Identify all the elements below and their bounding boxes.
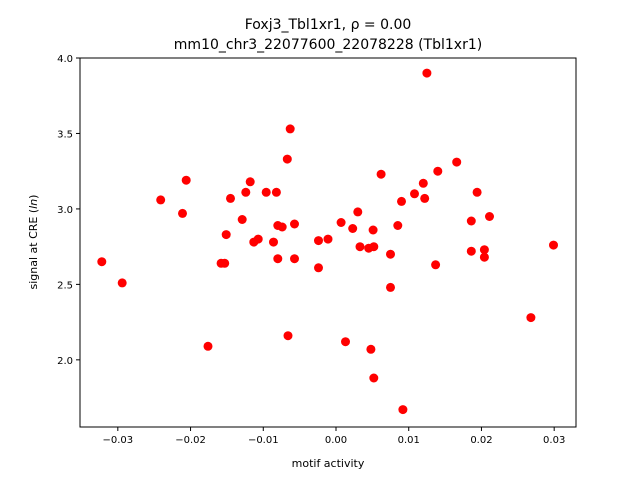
data-point-58 xyxy=(485,212,494,221)
data-point-31 xyxy=(341,337,350,347)
y-axis-ticks: 2.0 2.5 3.0 3.5 4.0 xyxy=(57,54,80,367)
data-point-59 xyxy=(526,313,536,323)
data-point-37 xyxy=(368,225,378,235)
data-point-3 xyxy=(156,195,166,205)
data-point-47 xyxy=(418,178,428,188)
data-point-9 xyxy=(221,230,231,240)
data-point-50 xyxy=(431,260,441,270)
x-tick-label: 0.00 xyxy=(325,435,347,446)
data-point-55 xyxy=(472,187,482,197)
data-point-41 xyxy=(386,249,395,259)
data-point-1 xyxy=(97,257,107,267)
x-tick-label: −0.01 xyxy=(248,435,279,446)
data-point-21 xyxy=(277,222,287,232)
plot-frame xyxy=(79,57,577,428)
data-point-42 xyxy=(386,282,395,292)
data-point-44 xyxy=(397,196,406,206)
data-point-45 xyxy=(398,405,408,415)
data-point-22 xyxy=(282,154,292,164)
data-point-29 xyxy=(323,234,333,244)
x-tick-label: −0.02 xyxy=(175,435,206,446)
y-tick-label: 4.0 xyxy=(57,54,73,65)
data-point-12 xyxy=(241,187,251,197)
y-tick-label: 3.5 xyxy=(57,129,73,140)
data-point-27 xyxy=(314,236,323,246)
data-point-57 xyxy=(479,252,489,262)
data-point-28 xyxy=(314,263,323,273)
data-point-25 xyxy=(290,219,299,229)
x-axis-label: motif activity xyxy=(292,457,365,470)
x-tick-label: −0.03 xyxy=(102,435,133,446)
data-point-34 xyxy=(355,242,365,252)
chart-title-line1: Foxj3_Tbl1xr1, ρ = 0.00 xyxy=(245,17,412,33)
x-tick-label: 0.03 xyxy=(543,435,565,446)
data-point-5 xyxy=(181,175,191,185)
data-point-56 xyxy=(479,245,489,255)
data-point-60 xyxy=(549,240,558,250)
y-axis-label-suffix: ) xyxy=(27,195,40,199)
data-point-6 xyxy=(203,341,213,351)
data-point-54 xyxy=(466,246,476,256)
data-point-30 xyxy=(336,218,346,227)
data-point-46 xyxy=(410,189,419,199)
y-tick-label: 3.0 xyxy=(57,205,73,216)
data-point-16 xyxy=(261,187,271,197)
y-axis-label: signal at CRE (ln) xyxy=(27,195,40,290)
data-point-53 xyxy=(466,216,476,226)
data-point-18 xyxy=(271,187,281,197)
data-point-33 xyxy=(353,207,363,217)
data-point-13 xyxy=(245,177,255,187)
data-point-26 xyxy=(290,254,299,264)
data-point-15 xyxy=(253,234,263,244)
data-point-2 xyxy=(117,278,127,288)
data-point-4 xyxy=(178,208,187,218)
y-axis-label-italic: ln xyxy=(27,199,40,209)
data-point-52 xyxy=(452,157,462,167)
data-point-36 xyxy=(366,344,376,354)
data-point-43 xyxy=(393,221,403,230)
data-point-51 xyxy=(433,166,443,176)
x-tick-label: 0.01 xyxy=(398,435,420,446)
data-point-32 xyxy=(348,224,358,233)
x-axis-ticks: −0.03 −0.02 −0.01 0.00 0.01 0.02 0.03 xyxy=(102,427,565,446)
data-point-49 xyxy=(422,68,432,78)
data-point-10 xyxy=(226,193,235,203)
y-axis-label-prefix: signal at CRE ( xyxy=(27,209,40,290)
x-tick-label: 0.02 xyxy=(470,435,492,446)
data-point-38 xyxy=(369,242,379,252)
data-point-20 xyxy=(273,254,283,264)
data-point-40 xyxy=(376,169,386,179)
data-point-17 xyxy=(269,237,278,247)
data-point-11 xyxy=(237,215,247,224)
y-tick-label: 2.0 xyxy=(57,356,73,367)
data-point-48 xyxy=(420,193,430,203)
data-point-39 xyxy=(369,373,379,383)
points-layer xyxy=(97,68,558,415)
data-point-24 xyxy=(285,124,295,134)
chart-title-line2: mm10_chr3_22077600_22078228 (Tbl1xr1) xyxy=(174,37,482,53)
y-tick-label: 2.5 xyxy=(57,280,73,291)
data-point-23 xyxy=(283,331,293,341)
data-point-8 xyxy=(220,258,230,268)
